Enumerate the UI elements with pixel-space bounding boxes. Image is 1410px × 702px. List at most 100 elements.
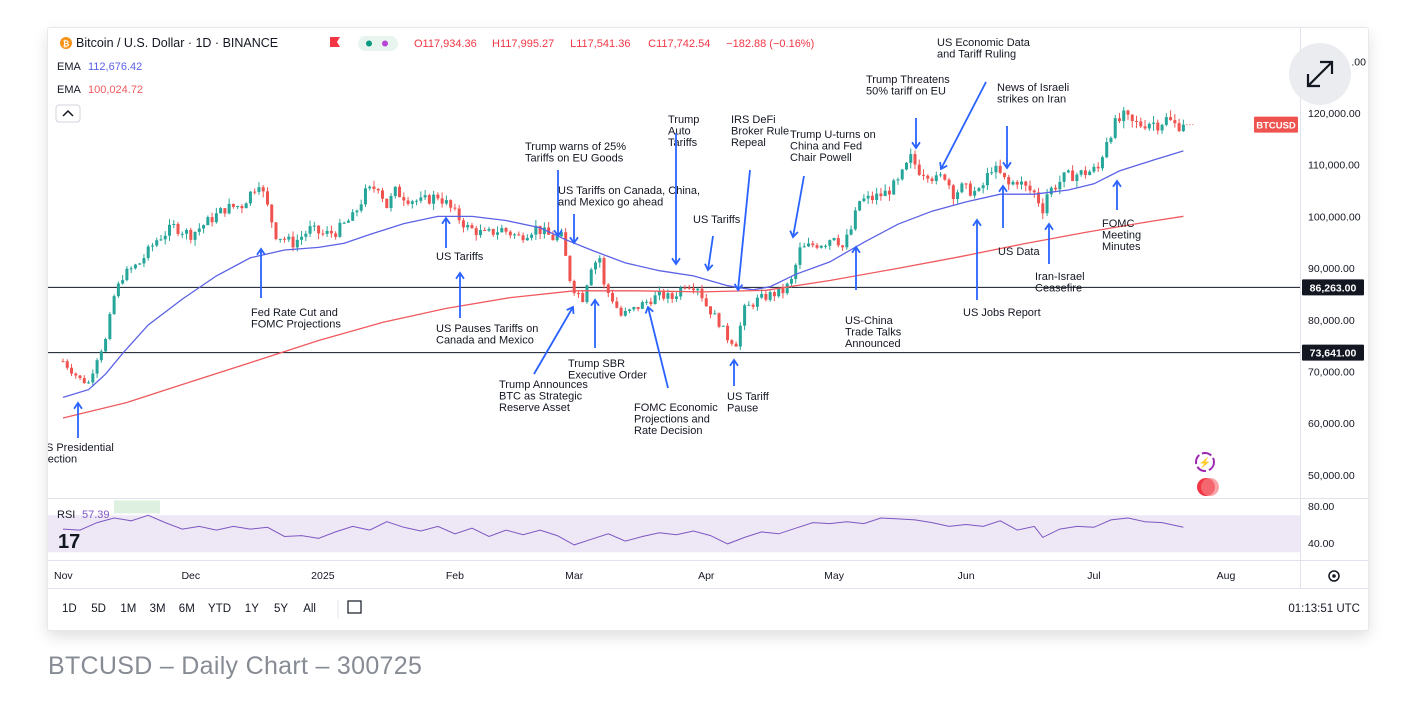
event-annotation: Iran-Israel Ceasefire	[1035, 222, 1085, 295]
candle-body	[1011, 181, 1015, 185]
level-price-tag-bg	[1302, 344, 1364, 361]
candle-body	[112, 296, 116, 315]
event-annotation: US Tariffs	[693, 214, 741, 272]
candle-body	[265, 191, 269, 205]
range-button-all[interactable]: All	[303, 603, 316, 615]
candle-body	[645, 301, 649, 303]
candle-body	[1037, 192, 1041, 204]
ema-fast-label: EMA	[57, 61, 82, 73]
candle-body	[440, 198, 444, 204]
candle-body	[968, 183, 972, 196]
candle-body	[508, 231, 512, 236]
range-button-5d[interactable]: 5D	[91, 603, 106, 615]
candle-body	[909, 154, 913, 163]
candle-body	[760, 293, 764, 298]
event-arrow-head	[1044, 222, 1054, 231]
x-axis-tick-label: Mar	[565, 570, 584, 582]
candle-body	[785, 283, 789, 294]
range-button-1m[interactable]: 1M	[120, 603, 136, 615]
event-annotation: Fed Rate Cut and FOMC Projections	[251, 247, 341, 331]
candle-body	[585, 285, 589, 303]
candle-body	[270, 204, 274, 223]
event-annotation-line: Canada and Mexico	[436, 335, 534, 347]
range-button-ytd[interactable]: YTD	[208, 603, 231, 615]
candle-body	[253, 191, 257, 193]
candle-body	[1135, 121, 1139, 123]
ohlc-l-value: L117,541.36	[570, 38, 630, 50]
candle-body	[116, 283, 120, 297]
flag-icon	[330, 37, 340, 47]
candle-body	[334, 233, 338, 237]
ema-fast-value: 112,676.42	[88, 61, 142, 73]
share-icon	[382, 40, 388, 47]
candle-body	[794, 264, 798, 279]
candle-body	[900, 169, 904, 180]
candle-body	[589, 269, 593, 286]
candle-body	[363, 188, 367, 205]
range-button-1d[interactable]: 1D	[62, 603, 77, 615]
candle-body	[1028, 185, 1032, 191]
event-annotation-line: Tariffs	[668, 137, 698, 149]
expand-button[interactable]	[1289, 43, 1351, 105]
candle-body	[819, 245, 823, 248]
candle-body	[538, 225, 542, 235]
candle-body	[321, 233, 325, 235]
event-annotation-line: and Tariff Ruling	[937, 49, 1016, 61]
event-annotation-line: Broker Rule	[731, 126, 789, 138]
candle-body	[687, 287, 691, 289]
candle-body	[1088, 171, 1092, 176]
candle-body	[150, 245, 154, 247]
candle-body	[913, 154, 917, 165]
candle-body	[738, 325, 742, 347]
candle-body	[517, 234, 521, 236]
candle-body	[487, 228, 491, 231]
ohlc-change-value: −182.88 (−0.16%)	[726, 38, 814, 50]
candle-body	[61, 361, 65, 363]
candle-body	[219, 208, 223, 214]
candle-body	[555, 236, 559, 241]
event-arrow-head	[566, 305, 575, 315]
range-button-6m[interactable]: 6M	[179, 603, 195, 615]
range-button-1y[interactable]: 1Y	[245, 603, 259, 615]
event-arrow-shaft	[707, 235, 714, 271]
collapse-legend-button[interactable]	[55, 104, 81, 123]
event-annotation-line: Reserve Asset	[499, 402, 570, 414]
candle-body	[202, 225, 206, 229]
settings-gear-icon[interactable]	[1328, 570, 1340, 582]
candle-body	[214, 213, 218, 223]
candle-body	[896, 179, 900, 181]
event-annotation-text: US Economic Data and Tariff Ruling	[937, 37, 1031, 61]
candle-body	[389, 195, 393, 209]
candle-body	[691, 288, 695, 291]
candle-body	[798, 247, 802, 265]
calendar-range-icon[interactable]	[347, 600, 362, 614]
candle-body	[632, 307, 636, 310]
candle-body	[564, 232, 568, 256]
level-price-tag: 73,641.00	[1302, 344, 1364, 361]
event-annotation-text: Fed Rate Cut and FOMC Projections	[251, 307, 341, 331]
candle-body	[802, 246, 806, 248]
event-annotation-line: China and Fed	[790, 141, 862, 153]
candle-body	[1152, 122, 1156, 124]
event-annotation-line: FOMC Economic	[634, 402, 718, 414]
candle-body	[436, 194, 440, 199]
candle-body	[815, 245, 819, 248]
event-annotation-text: Trump Auto Tariffs	[668, 114, 699, 149]
y-axis-tick-label: 100,000.00	[1308, 211, 1361, 223]
candle-body	[138, 263, 142, 265]
range-button-3m[interactable]: 3M	[150, 603, 166, 615]
event-arrow-shaft	[533, 306, 574, 375]
candle-body	[312, 225, 316, 227]
candle-body	[619, 307, 623, 316]
candle-body	[172, 223, 176, 225]
level-price-tag: 86,263.00	[1302, 279, 1364, 296]
range-button-5y[interactable]: 5Y	[274, 603, 288, 615]
event-annotation: US-China Trade Talks Announced	[845, 245, 902, 350]
event-annotation: US Tariff Pause	[727, 358, 770, 415]
candle-body	[990, 172, 994, 174]
chevron-up-icon	[62, 109, 74, 117]
earnings-icon-overlay	[1201, 478, 1219, 496]
event-annotation-text: US Tariff Pause	[727, 391, 770, 415]
candle-body	[551, 234, 555, 241]
event-annotation: US PresidentialElection	[48, 401, 114, 466]
